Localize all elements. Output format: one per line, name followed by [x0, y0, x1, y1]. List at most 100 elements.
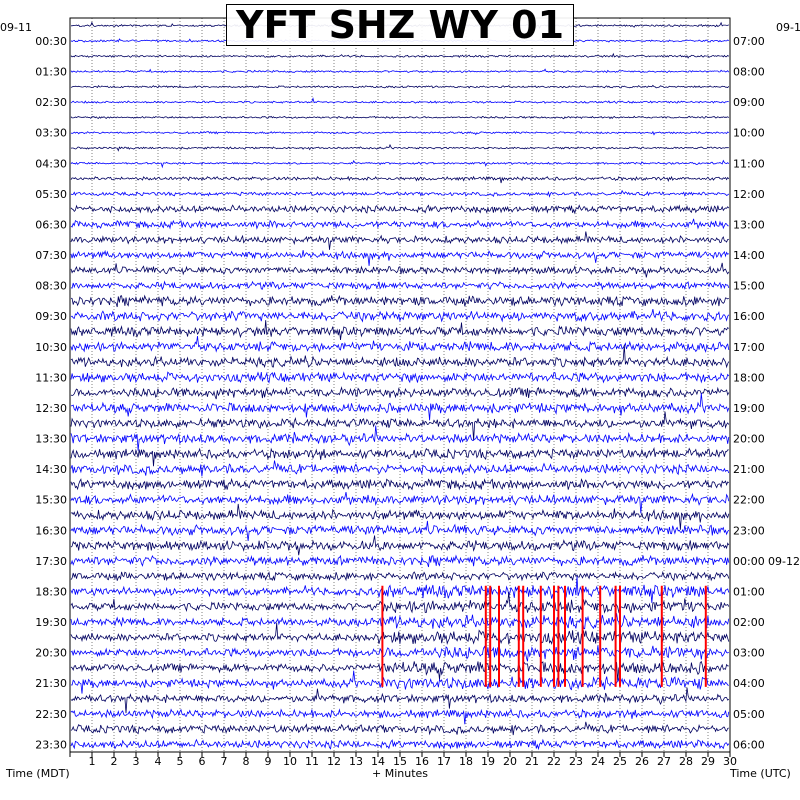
trace-row [70, 68, 730, 74]
left-time-label: 21:30 [35, 677, 67, 690]
trace-row [70, 660, 729, 681]
trace-row [70, 503, 730, 530]
trace-row [70, 570, 730, 582]
right-time-label: 19:00 [733, 402, 765, 415]
left-time-label: 05:30 [35, 188, 67, 201]
right-time-label: 13:00 [733, 218, 765, 231]
trace-row [70, 393, 730, 421]
clip-layer [381, 585, 707, 687]
x-tick-label: 6 [199, 755, 206, 768]
right-time-label: 05:00 [733, 708, 765, 721]
right-time-label: 08:00 [733, 66, 765, 79]
x-tick-label: 17 [437, 755, 451, 768]
left-time-label: 14:30 [35, 463, 67, 476]
right-time-axis: 07:00 08:00 09:00 10:00 11:00 12:00 13:00 14:00… [733, 35, 800, 751]
right-time-label: 21:00 [733, 463, 765, 476]
right-date-label: 09-11 [776, 21, 800, 34]
x-tick-label: 2 [111, 755, 118, 768]
trace-row [70, 175, 730, 184]
right-time-label: 18:00 [733, 371, 765, 384]
x-tick-label: 5 [177, 755, 184, 768]
trace-row [70, 52, 730, 59]
x-tick-label: 29 [701, 755, 715, 768]
x-tick-label: 24 [591, 755, 605, 768]
trace-row [70, 262, 730, 278]
trace-row [70, 460, 730, 477]
trace-row [70, 320, 730, 341]
left-time-label: 03:30 [35, 127, 67, 140]
x-tick-label: 21 [525, 755, 539, 768]
x-tick-label: 22 [547, 755, 561, 768]
right-time-label: 07:00 [733, 35, 765, 48]
left-axis-title: Time (MDT) [5, 767, 70, 780]
trace-row [70, 386, 730, 400]
trace-row [70, 425, 730, 451]
right-time-label: 15:00 [733, 280, 765, 293]
right-axis-title: Time (UTC) [729, 767, 791, 780]
left-time-label: 12:30 [35, 402, 67, 415]
trace-row [70, 576, 730, 603]
trace-row [70, 280, 730, 291]
right-time-label: 17:00 [733, 341, 765, 354]
trace-row [70, 708, 730, 725]
trace-row [70, 130, 730, 136]
trace-row [70, 371, 730, 384]
trace-row [70, 645, 730, 662]
right-time-label: 04:00 [733, 677, 765, 690]
right-time-label: 03:00 [733, 647, 765, 660]
x-tick-label: 9 [265, 755, 272, 768]
right-time-label: 00:00 [733, 555, 765, 568]
left-time-label: 19:30 [35, 616, 67, 629]
left-time-label: 11:30 [35, 371, 67, 384]
x-tick-label: 28 [679, 755, 693, 768]
left-time-label: 04:30 [35, 157, 67, 170]
left-time-label: 23:30 [35, 738, 67, 751]
x-tick-label: 4 [155, 755, 162, 768]
right-time-label: 11:00 [733, 157, 765, 170]
x-tick-label: 27 [657, 755, 671, 768]
trace-row [70, 344, 730, 369]
right-time-label: 22:00 [733, 494, 765, 507]
x-tick-label: 19 [481, 755, 495, 768]
x-axis-title: + Minutes [372, 767, 428, 780]
trace-row [70, 231, 729, 250]
trace-row [70, 97, 729, 104]
x-tick-label: 14 [371, 755, 385, 768]
left-time-label: 00:30 [35, 35, 67, 48]
left-time-label: 07:30 [35, 249, 67, 262]
trace-row [70, 721, 729, 736]
trace-row [70, 477, 729, 491]
trace-row [70, 249, 730, 266]
right-time-label: 16:00 [733, 310, 765, 323]
x-tick-label: 7 [221, 755, 228, 768]
x-tick-label: 23 [569, 755, 583, 768]
left-time-label: 13:30 [35, 433, 67, 446]
trace-layer [70, 21, 730, 751]
x-tick-label: 26 [635, 755, 649, 768]
left-time-label: 02:30 [35, 96, 67, 109]
left-time-label: 10:30 [35, 341, 67, 354]
x-tick-label: 1 [89, 755, 96, 768]
trace-row [70, 335, 730, 353]
right-time-label: 23:00 [733, 524, 765, 537]
left-time-label: 16:30 [35, 524, 67, 537]
trace-row [70, 84, 730, 89]
x-tick-label: 25 [613, 755, 627, 768]
x-tick-label: 20 [503, 755, 517, 768]
x-tick-label: 16 [415, 755, 429, 768]
x-tick-label: 10 [283, 755, 297, 768]
trace-row [70, 554, 730, 568]
x-tick-label: 18 [459, 755, 473, 768]
left-date-label: 09-11 [0, 21, 32, 34]
x-axis: 1 2 3 4 5 6 7 8 9 10 11 12 13 14 15 16 17 18 19 20 21 22 23 24 2… [69, 752, 737, 768]
x-tick-label: 30 [723, 755, 737, 768]
left-time-label: 08:30 [35, 280, 67, 293]
left-time-label: 06:30 [35, 218, 67, 231]
trace-row [70, 492, 730, 514]
right-time-label: 10:00 [733, 127, 765, 140]
right-time-label: 12:00 [733, 188, 765, 201]
right-time-label: 09:00 [733, 96, 765, 109]
trace-row [70, 687, 730, 714]
trace-row [70, 143, 729, 152]
